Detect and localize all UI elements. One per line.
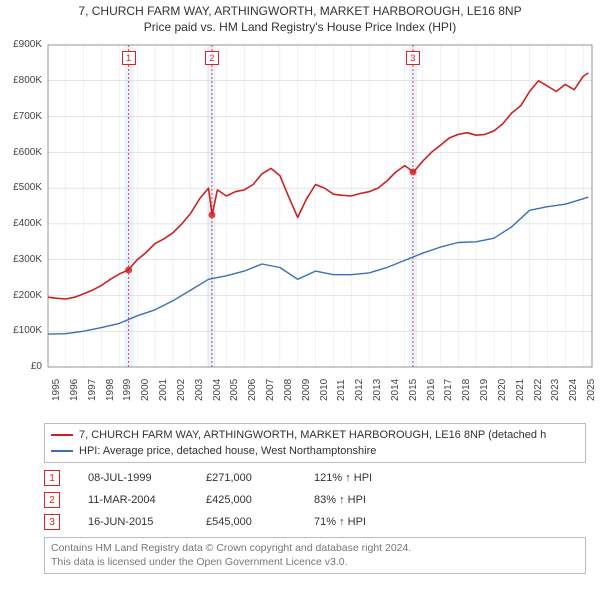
x-tick-label: 2011 xyxy=(336,380,347,402)
x-tick-label: 2025 xyxy=(586,379,597,401)
x-tick-label: 2005 xyxy=(229,379,240,401)
sale-date: 16-JUN-2015 xyxy=(88,516,178,528)
sale-hpi: 71% ↑ HPI xyxy=(314,516,424,528)
x-tick-label: 2022 xyxy=(533,379,544,401)
footer-line-1: Contains HM Land Registry data © Crown c… xyxy=(51,542,579,556)
y-tick-label: £200K xyxy=(2,290,42,301)
sale-badge: 2 xyxy=(44,492,60,508)
x-tick-label: 2006 xyxy=(247,379,258,401)
sale-price: £545,000 xyxy=(206,516,286,528)
y-tick-label: £800K xyxy=(2,75,42,86)
sale-marker-badge: 2 xyxy=(205,51,219,65)
x-tick-label: 2008 xyxy=(283,379,294,401)
sale-date: 08-JUL-1999 xyxy=(88,472,178,484)
x-tick-label: 2000 xyxy=(140,379,151,401)
x-tick-label: 1998 xyxy=(105,379,116,401)
sale-marker-badge: 3 xyxy=(406,51,420,65)
footer-line-2: This data is licensed under the Open Gov… xyxy=(51,556,579,570)
x-tick-label: 2010 xyxy=(319,379,330,401)
x-tick-label: 2013 xyxy=(372,379,383,401)
sale-badge: 3 xyxy=(44,514,60,530)
sale-hpi: 121% ↑ HPI xyxy=(314,472,424,484)
legend-row: 7, CHURCH FARM WAY, ARTHINGWORTH, MARKET… xyxy=(51,427,579,443)
x-tick-label: 2014 xyxy=(390,379,401,401)
sale-hpi: 83% ↑ HPI xyxy=(314,494,424,506)
footer: Contains HM Land Registry data © Crown c… xyxy=(44,537,586,574)
x-tick-label: 2016 xyxy=(426,379,437,401)
x-tick-label: 1999 xyxy=(122,379,133,401)
sale-row: 2 11-MAR-2004 £425,000 83% ↑ HPI xyxy=(44,489,586,511)
x-tick-label: 2002 xyxy=(176,379,187,401)
legend-label: 7, CHURCH FARM WAY, ARTHINGWORTH, MARKET… xyxy=(79,429,546,441)
y-tick-label: £600K xyxy=(2,147,42,158)
sale-row: 3 16-JUN-2015 £545,000 71% ↑ HPI xyxy=(44,511,586,533)
x-tick-label: 2017 xyxy=(443,379,454,401)
sale-badge: 1 xyxy=(44,470,60,486)
title-line-1: 7, CHURCH FARM WAY, ARTHINGWORTH, MARKET… xyxy=(8,4,592,20)
sale-row: 1 08-JUL-1999 £271,000 121% ↑ HPI xyxy=(44,467,586,489)
x-tick-label: 2024 xyxy=(568,379,579,401)
chart-svg xyxy=(0,37,600,417)
legend-swatch xyxy=(51,434,73,436)
x-tick-label: 2004 xyxy=(212,379,223,401)
x-tick-label: 2001 xyxy=(158,379,169,401)
sale-price: £271,000 xyxy=(206,472,286,484)
sale-price: £425,000 xyxy=(206,494,286,506)
legend: 7, CHURCH FARM WAY, ARTHINGWORTH, MARKET… xyxy=(44,423,586,463)
x-tick-label: 2023 xyxy=(550,379,561,401)
y-tick-label: £700K xyxy=(2,111,42,122)
x-tick-label: 2020 xyxy=(497,379,508,401)
title-line-2: Price paid vs. HM Land Registry's House … xyxy=(8,20,592,36)
x-tick-label: 2019 xyxy=(479,379,490,401)
y-tick-label: £400K xyxy=(2,218,42,229)
y-tick-label: £300K xyxy=(2,254,42,265)
title-block: 7, CHURCH FARM WAY, ARTHINGWORTH, MARKET… xyxy=(0,0,600,37)
legend-label: HPI: Average price, detached house, West… xyxy=(79,445,376,457)
y-tick-label: £0 xyxy=(2,361,42,372)
sale-date: 11-MAR-2004 xyxy=(88,494,178,506)
legend-row: HPI: Average price, detached house, West… xyxy=(51,443,579,459)
sales-table: 1 08-JUL-1999 £271,000 121% ↑ HPI 2 11-MAR-20… xyxy=(44,467,586,533)
x-tick-label: 2007 xyxy=(265,379,276,401)
x-tick-label: 2021 xyxy=(515,379,526,401)
y-tick-label: £900K xyxy=(2,39,42,50)
x-tick-label: 2003 xyxy=(194,379,205,401)
x-tick-label: 1995 xyxy=(51,379,62,401)
x-tick-label: 1996 xyxy=(69,379,80,401)
y-tick-label: £500K xyxy=(2,182,42,193)
x-tick-label: 2018 xyxy=(461,379,472,401)
x-tick-label: 2015 xyxy=(408,379,419,401)
sale-marker-badge: 1 xyxy=(122,51,136,65)
legend-swatch xyxy=(51,450,73,452)
y-tick-label: £100K xyxy=(2,325,42,336)
chart-container: 7, CHURCH FARM WAY, ARTHINGWORTH, MARKET… xyxy=(0,0,600,574)
x-tick-label: 2012 xyxy=(354,379,365,401)
x-tick-label: 2009 xyxy=(301,379,312,401)
chart-area: 1 2 3 £0 £100K £200K £300K £400K £500K £600K £700K… xyxy=(0,37,600,417)
x-tick-label: 1997 xyxy=(87,379,98,401)
